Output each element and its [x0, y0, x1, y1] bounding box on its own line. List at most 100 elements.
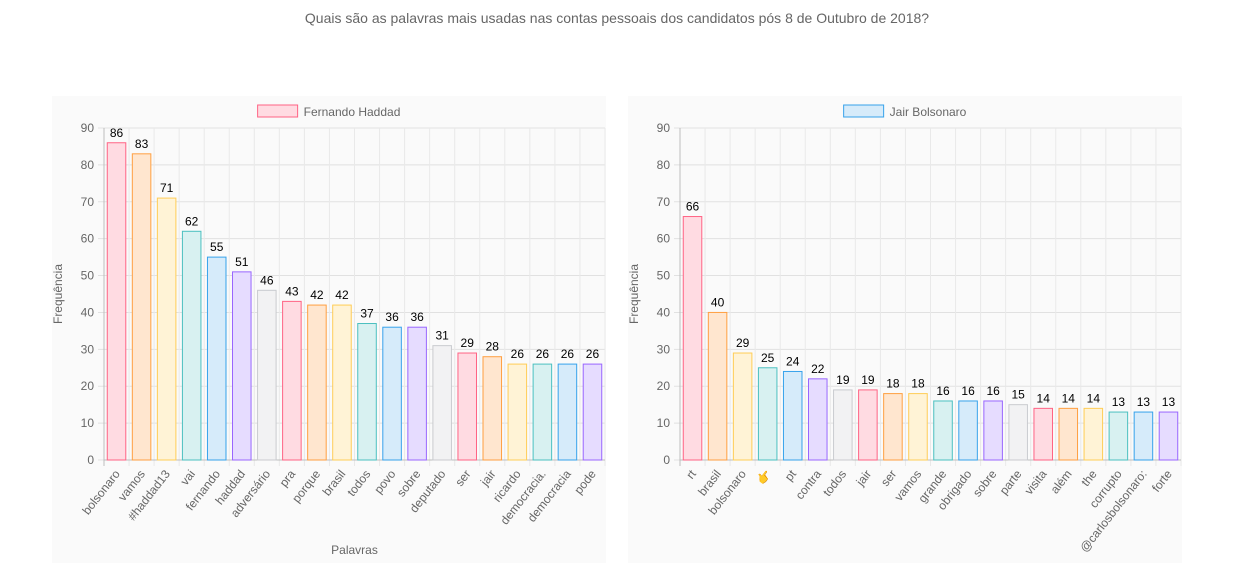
bar-value-label: 15	[1011, 388, 1025, 402]
bar-value-label: 36	[385, 310, 399, 324]
y-tick-label: 0	[663, 453, 670, 467]
bar-value-label: 13	[1112, 395, 1126, 409]
bar-value-label: 66	[686, 200, 700, 214]
bar-value-label: 18	[911, 377, 925, 391]
bar-chart-bolsonaro: 0 10 20 30 40 50 60 70 80 90 Frequência Jair Bolson…	[627, 104, 1182, 555]
y-tick-label: 50	[657, 269, 671, 283]
bar	[457, 352, 477, 461]
bar-value-label: 26	[511, 347, 525, 361]
bar-value-label: 16	[936, 384, 950, 398]
bar	[858, 389, 878, 461]
y-tick-label: 10	[81, 416, 95, 430]
bar	[206, 256, 227, 461]
x-tick-label: todos	[820, 467, 849, 499]
bar-value-label: 42	[310, 288, 324, 302]
y-tick-label: 40	[81, 305, 95, 319]
bar	[732, 352, 753, 461]
y-tick-label: 80	[81, 158, 95, 172]
bar	[257, 289, 277, 461]
x-tick-label: ser	[452, 467, 473, 489]
bar-value-label: 24	[786, 354, 800, 368]
legend-label: Jair Bolsonaro	[890, 105, 967, 119]
bar	[1058, 407, 1079, 461]
bar-value-label: 14	[1037, 391, 1051, 405]
bar-value-label: 26	[586, 347, 600, 361]
y-tick-label: 60	[657, 232, 671, 246]
bar-value-label: 18	[886, 377, 900, 391]
bar-value-label: 29	[461, 336, 475, 350]
bar-value-label: 42	[335, 288, 349, 302]
x-tick-label: ser	[878, 467, 899, 489]
bar	[908, 393, 928, 461]
bar-chart-haddad: 0 10 20 30 40 50 60 70 80 90 Frequência Palavras Fer…	[51, 104, 606, 557]
bar-value-label: 16	[961, 384, 975, 398]
x-tick-label: visita	[1022, 467, 1050, 497]
bar	[482, 356, 503, 461]
bar-value-label: 37	[360, 307, 374, 321]
bar-value-label: 16	[986, 384, 1000, 398]
bar-value-label: 19	[861, 373, 875, 387]
y-tick-label: 80	[657, 158, 671, 172]
bar	[507, 363, 528, 461]
bar-value-label: 46	[260, 273, 274, 287]
x-tick-label: parte	[997, 467, 1025, 497]
bar-value-label: 51	[235, 255, 249, 269]
x-axis-title: Palavras	[331, 543, 378, 557]
bar	[682, 216, 703, 461]
bar-value-label: 26	[536, 347, 550, 361]
bar	[883, 393, 903, 461]
bar	[582, 363, 603, 461]
bar	[557, 363, 578, 461]
bar	[181, 230, 202, 461]
bar-value-label: 43	[285, 284, 299, 298]
y-tick-label: 90	[657, 121, 671, 135]
x-tick-label: the	[1078, 467, 1100, 489]
bar	[407, 326, 427, 461]
bar	[782, 370, 803, 461]
x-tick-label: forte	[1149, 467, 1175, 495]
bar-value-label: 25	[761, 351, 775, 365]
legend-label: Fernando Haddad	[304, 105, 401, 119]
bar	[1033, 407, 1053, 461]
bar-value-label: 36	[410, 310, 424, 324]
bar-value-label: 71	[160, 181, 174, 195]
x-tick-label: sobre	[970, 467, 1000, 500]
x-tick-label: todos	[344, 467, 373, 499]
bar-value-label: 26	[561, 347, 575, 361]
y-tick-label: 20	[81, 379, 95, 393]
bar	[983, 400, 1003, 461]
bar	[1083, 407, 1104, 461]
x-tick-label: porque	[289, 467, 323, 505]
x-tick-label: pt	[782, 467, 800, 484]
y-tick-label: 60	[81, 232, 95, 246]
bar-value-label: 13	[1137, 395, 1151, 409]
bar	[131, 153, 152, 461]
y-tick-label: 50	[81, 269, 95, 283]
x-tick-label: 👉	[754, 467, 774, 487]
x-tick-label: pra	[277, 467, 299, 490]
bar	[156, 197, 177, 461]
y-tick-label: 0	[87, 453, 94, 467]
x-tick-label: vai	[178, 467, 198, 488]
y-tick-label: 40	[657, 305, 671, 319]
bar-value-label: 83	[135, 137, 149, 151]
bar-value-label: 13	[1162, 395, 1176, 409]
bar	[808, 378, 828, 461]
y-tick-label: 70	[657, 195, 671, 209]
bar	[532, 363, 553, 461]
bar	[833, 389, 853, 461]
legend: Jair Bolsonaro	[843, 104, 967, 119]
bar	[307, 304, 327, 461]
y-tick-label: 30	[657, 342, 671, 356]
page-title: Quais são as palavras mais usadas nas co…	[304, 10, 930, 26]
bar-value-label: 62	[185, 214, 199, 228]
bar-value-label: 29	[736, 336, 750, 350]
y-tick-label: 20	[657, 379, 671, 393]
y-axis-title: Frequência	[51, 264, 65, 324]
legend-swatch	[257, 104, 299, 118]
y-tick-label: 70	[81, 195, 95, 209]
bar	[1133, 411, 1154, 461]
bar-value-label: 86	[110, 126, 124, 140]
bar	[332, 304, 352, 461]
bar	[382, 326, 402, 461]
